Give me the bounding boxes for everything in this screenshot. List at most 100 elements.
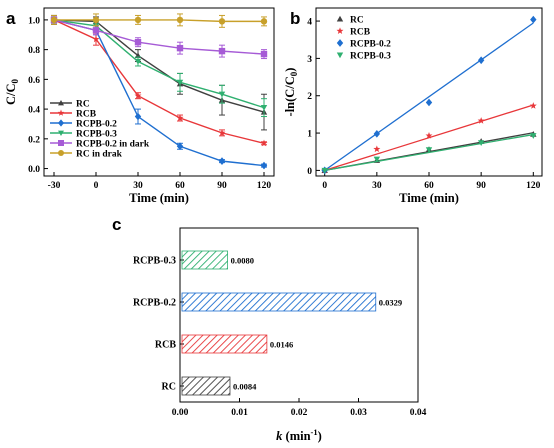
legend-label: RCPB-0.2 (350, 40, 391, 50)
legend-marker (57, 109, 65, 116)
data-point (218, 18, 226, 25)
data-point (321, 167, 328, 174)
panel-a-ytick-label: 0.6 (28, 76, 40, 86)
legend-marker (336, 27, 344, 34)
data-point (134, 92, 142, 99)
legend-label: RCB (350, 28, 371, 38)
panel-a-ytick-label: 1.0 (28, 16, 40, 26)
panel-b-xlabel: Time (min) (399, 191, 459, 205)
legend-label: RCPB-0.3 (350, 52, 391, 62)
panel-b-ytick-label: 3 (307, 55, 312, 65)
panel-a-letter: a (6, 9, 16, 28)
panel-b-xtick-label: 60 (424, 181, 434, 191)
panel-a-plot-frame (43, 7, 275, 177)
panel-a-xtick-label: 30 (133, 181, 143, 191)
data-point (218, 91, 226, 98)
data-point (176, 142, 184, 151)
data-point (176, 114, 184, 121)
data-point (260, 105, 268, 111)
panel-c-xlabel: k (min-1) (276, 427, 322, 443)
bar-value-label: 0.0084 (233, 382, 257, 392)
data-point (477, 140, 485, 146)
panel-c-xlabel-exponent: -1 (311, 427, 318, 437)
panel-c-xtick-label: 0.03 (350, 408, 367, 418)
panel-a-xtick-label: 60 (175, 181, 185, 191)
data-point (373, 145, 381, 153)
panel-b-ticks: 0 30 60 90 120 0 1 2 3 4 (307, 18, 540, 191)
data-point (92, 27, 100, 34)
panel-a-xlabel: Time (min) (129, 191, 189, 205)
bar-value-label: 0.0329 (379, 298, 402, 308)
panel-b-xtick-label: 120 (526, 181, 541, 191)
legend-marker (58, 130, 64, 136)
data-point (134, 38, 142, 46)
panel-a-xtick-label: -30 (48, 181, 61, 191)
panel-c-category-label: RCPB-0.2 (133, 298, 176, 309)
panel-b-ytick-label: 0 (307, 167, 312, 177)
bar-rcpb-0-3 (181, 250, 228, 270)
panel-c-xtick-label: 0.02 (291, 408, 308, 418)
legend-marker (58, 100, 64, 106)
data-point (260, 139, 268, 147)
series-rc-in-drak (50, 13, 268, 28)
legend-marker (336, 15, 344, 22)
panel-b-xtick-label: 90 (476, 181, 486, 191)
panel-b-ytick-label: 2 (307, 92, 312, 102)
data-point (134, 112, 142, 121)
legend-label: RC in drak (76, 150, 123, 160)
legend-marker (58, 119, 64, 127)
panel-a-ylabel-subscript: 0 (10, 78, 20, 83)
legend-label: RCPB-0.3 (76, 130, 117, 140)
series-line-rc-in-drak (54, 19, 264, 23)
data-point (477, 56, 485, 65)
series-rcpb-0-3 (321, 133, 537, 174)
legend-label: RCPB-0.2 (76, 120, 117, 130)
panel-a-ytick-label: 0.2 (28, 135, 40, 145)
panel-b-xtick-label: 30 (372, 181, 382, 191)
panel-b-xtick-label: 0 (322, 181, 327, 191)
legend-label: RC (76, 100, 90, 110)
data-point (530, 15, 537, 24)
panel-c-xtick-label: 0.01 (231, 408, 248, 418)
bar-rc (181, 376, 231, 396)
panel-a-xtick-label: 0 (94, 181, 99, 191)
bar-value-label: 0.0146 (270, 340, 293, 350)
data-point (373, 156, 381, 163)
data-point (218, 47, 226, 55)
bar-value-label: 0.0080 (231, 256, 254, 266)
panel-a-ytick-label: 0.4 (28, 106, 40, 116)
legend-marker (336, 39, 344, 47)
data-point (373, 129, 381, 138)
panel-c-xlabel-k: k (276, 429, 283, 443)
series-rcpb-0-2-in-dark (50, 16, 268, 60)
legend-label: RC (350, 16, 364, 26)
panel-b-ytick-label: 1 (307, 130, 312, 140)
panel-c-plot: 0.0084 0.0146 0.0329 0.0080 (181, 250, 402, 396)
panel-c-category-label: RC (162, 382, 176, 393)
series-line-rcb (53, 19, 265, 144)
panel-a-xtick-label: 120 (257, 181, 272, 191)
legend-label: RCB (76, 110, 97, 120)
panel-c-category-label: RCPB-0.3 (133, 256, 176, 267)
panel-b-ytick-label: 4 (307, 18, 312, 28)
data-point (477, 117, 485, 124)
data-point (425, 132, 433, 139)
panel-c: c 0.00 0.01 0.02 0.03 0.04 RC RCB RCPB-0.2 RCPB-… (112, 215, 427, 443)
data-point (529, 102, 537, 109)
data-point (176, 16, 184, 24)
panel-c-xtick-label: 0.04 (410, 408, 427, 418)
panel-c-category-label: RCB (155, 340, 176, 351)
panel-b-ylabel-subscript: 0 (289, 71, 299, 76)
data-point (425, 98, 433, 107)
panel-c-xtick-label: 0.00 (172, 408, 189, 418)
panel-c-ticks: 0.00 0.01 0.02 0.03 0.04 RC RCB RCPB-0.2 RCPB-0.… (133, 256, 427, 419)
data-point (260, 161, 268, 170)
data-point (218, 157, 226, 165)
legend-marker (336, 52, 344, 59)
panel-b-legend: RC RCB RCPB-0.2 RCPB-0.3 (336, 15, 391, 62)
data-point (134, 58, 142, 65)
data-point (176, 44, 184, 52)
